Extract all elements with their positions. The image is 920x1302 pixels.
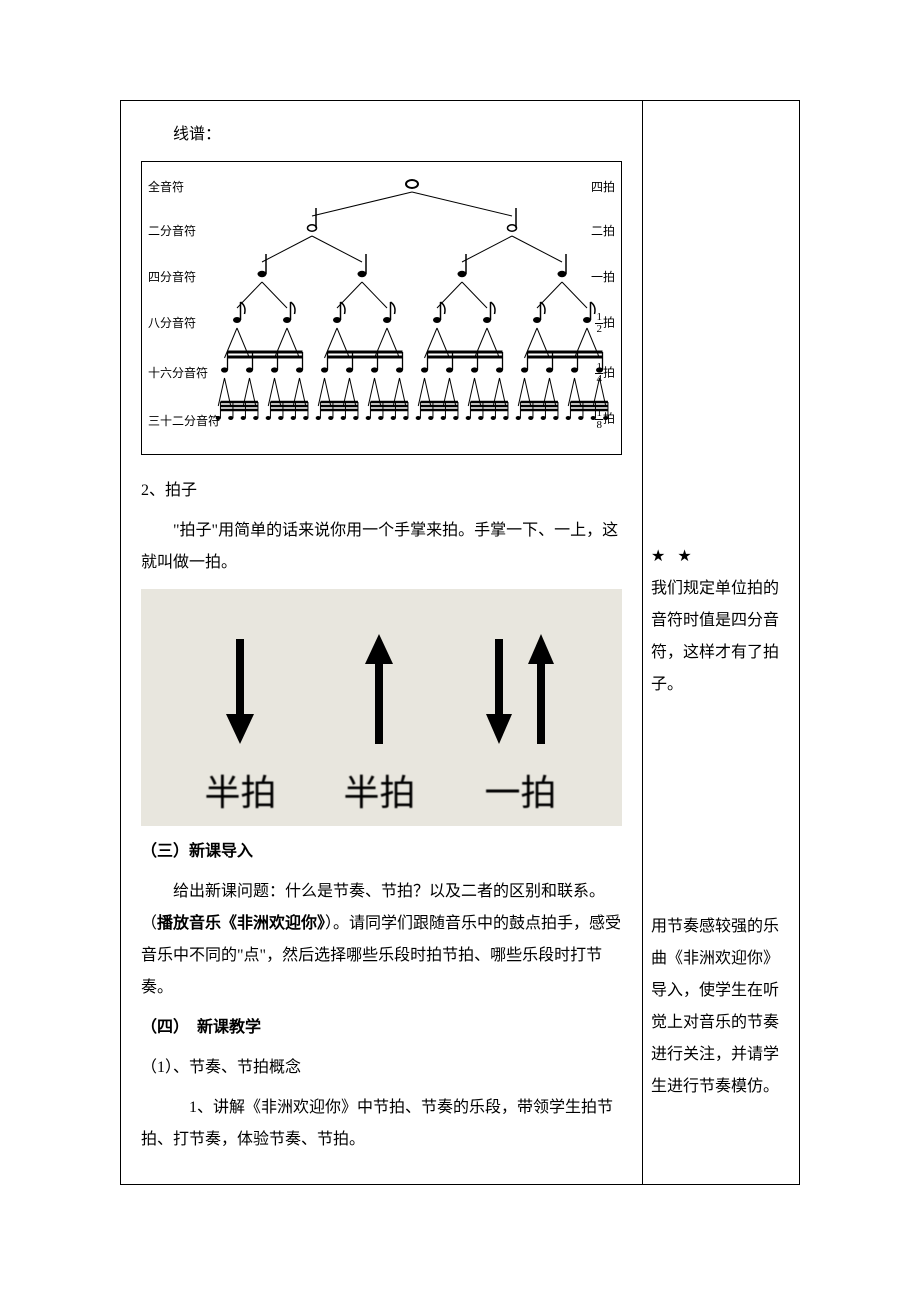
beat-full: 一拍 xyxy=(482,619,558,816)
section4-sub1: （1）、节奏、节拍概念 xyxy=(141,1052,622,1084)
section2-title: 2、拍子 xyxy=(141,475,622,507)
row-label: 二分音符 xyxy=(148,222,196,239)
row-label: 八分音符 xyxy=(148,314,196,331)
arrow-up-icon xyxy=(524,629,558,749)
section3-title: （三）新课导入 xyxy=(141,836,622,868)
cont-line: 线谱： xyxy=(141,119,622,151)
row-label: 三十二分音符 xyxy=(148,412,220,429)
section3-text: 给出新课问题：什么是节奏、节拍？以及二者的区别和联系。（播放音乐《非洲欢迎你》）… xyxy=(141,876,622,1004)
beat-half-down: 半拍 xyxy=(204,619,276,816)
beat-diagram: 半拍 半拍 xyxy=(141,589,622,826)
page-frame: 线谱： 全音符 二分音符 四分音符 八分音符 十六分音符 三十二分音符 四拍 二… xyxy=(120,100,800,1185)
side-note-1: ★ ★ 我们规定单位拍的音符时值是四分音符，这样才有了拍子。 xyxy=(651,541,791,701)
arrow-down-icon xyxy=(482,629,516,749)
side-note-text: 用节奏感较强的乐曲《非洲欢迎你》导入，使学生在听觉上对音乐的节奏进行关注，并请学… xyxy=(651,911,791,1103)
arrow-down-icon xyxy=(220,629,260,749)
note-tree-diagram: 全音符 二分音符 四分音符 八分音符 十六分音符 三十二分音符 四拍 二拍 一拍… xyxy=(141,161,622,455)
stars-icon: ★ ★ xyxy=(651,541,791,573)
side-note-text: 我们规定单位拍的音符时值是四分音符，这样才有了拍子。 xyxy=(651,573,791,701)
section4-title: （四） 新课教学 xyxy=(141,1012,622,1044)
arrow-up-icon xyxy=(359,629,399,749)
row-label: 四分音符 xyxy=(148,268,196,285)
section4-text: 1、讲解《非洲欢迎你》中节拍、节奏的乐段，带领学生拍节拍、打节奏，体验节奏、节拍… xyxy=(141,1092,622,1156)
side-column: ★ ★ 我们规定单位拍的音符时值是四分音符，这样才有了拍子。 用节奏感较强的乐曲… xyxy=(643,101,799,1184)
row-label: 全音符 xyxy=(148,178,184,195)
row-label: 十六分音符 xyxy=(148,364,208,381)
main-column: 线谱： 全音符 二分音符 四分音符 八分音符 十六分音符 三十二分音符 四拍 二… xyxy=(121,101,643,1184)
beat-half-up: 半拍 xyxy=(343,619,415,816)
section2-text: "拍子"用简单的话来说你用一个手掌来拍。手掌一下、一上，这就叫做一拍。 xyxy=(141,515,622,579)
note-tree-svg xyxy=(212,170,612,440)
side-note-2: 用节奏感较强的乐曲《非洲欢迎你》导入，使学生在听觉上对音乐的节奏进行关注，并请学… xyxy=(651,911,791,1103)
